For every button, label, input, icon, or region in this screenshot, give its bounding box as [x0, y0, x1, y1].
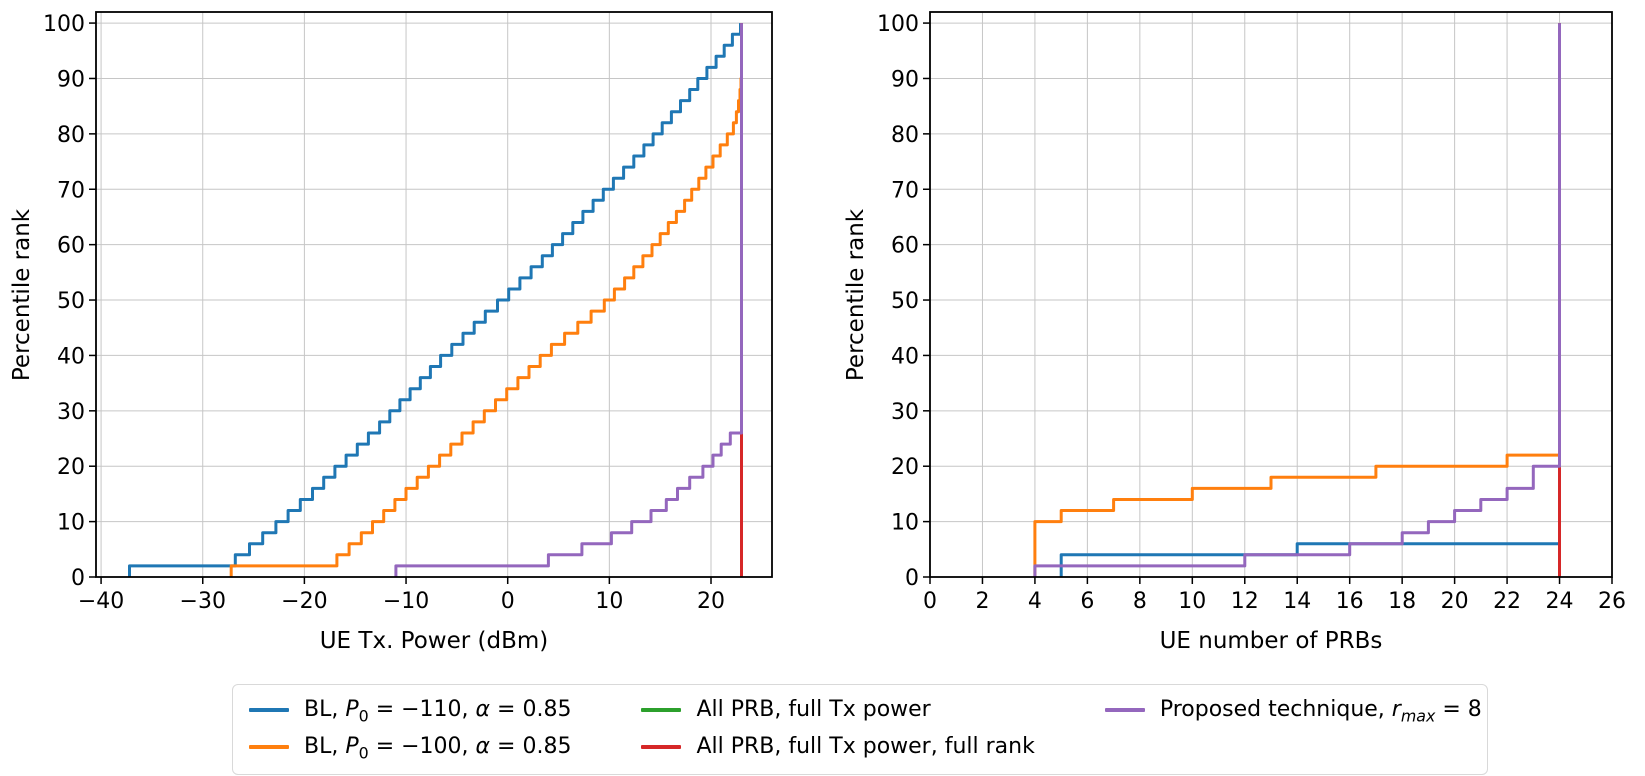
y-tick-label: 70	[891, 178, 919, 203]
legend-label: BL, P0 = −100, α = 0.85	[304, 734, 572, 763]
y-tick-label: 40	[57, 344, 85, 369]
cdf-plots-canvas: −40 −30 −20 −10 0 10 2001020304050607080901000…	[43, 11, 1626, 614]
series-bl-p0-100	[229, 23, 743, 577]
x-tick-label: 14	[1283, 589, 1311, 614]
x-tick-label: 2	[975, 589, 989, 614]
legend-line-swatch	[249, 708, 289, 712]
ticks: 0 2 4 6 8 10 12 14 16 18 20 22 24 2601020304050607080…	[877, 12, 1626, 614]
y-tick-label: 20	[891, 455, 919, 480]
y-tick-label: 50	[891, 289, 919, 314]
x-tick-label: 10	[595, 589, 623, 614]
legend-line-swatch	[1104, 708, 1145, 712]
x-tick-label: 20	[697, 589, 725, 614]
x-tick-label: 24	[1546, 589, 1574, 614]
y-tick-label: 20	[57, 455, 85, 480]
series-proposed-technique	[1033, 23, 1561, 577]
x-tick-label: 0	[501, 589, 515, 614]
legend: BL, P0 = −110, α = 0.85 BL, P0 = −100, α …	[232, 684, 1488, 775]
legend-item-bl-p0-100: BL, P0 = −100, α = 0.85	[249, 732, 571, 762]
y-tick-label: 70	[57, 178, 85, 203]
plot-prbs: 0 2 4 6 8 10 12 14 16 18 20 22 24 2601020304050607080…	[877, 11, 1626, 614]
x-tick-label: 16	[1336, 589, 1364, 614]
y-tick-label: 60	[891, 234, 919, 259]
x-tick-label: 20	[1441, 589, 1469, 614]
x-tick-label: −20	[281, 589, 327, 614]
x-tick-label: −30	[180, 589, 226, 614]
x-tick-label: 6	[1080, 589, 1094, 614]
y-tick-label: 30	[57, 400, 85, 425]
series-bl-p0-100	[1033, 23, 1561, 577]
legend-column: All PRB, full Tx power All PRB, full Tx p…	[641, 695, 1035, 762]
y-tick-label: 0	[905, 566, 919, 591]
legend-label: BL, P0 = −110, α = 0.85	[304, 697, 572, 726]
legend-label: All PRB, full Tx power, full rank	[696, 734, 1035, 759]
x-tick-label: −40	[78, 589, 124, 614]
y-tick-label: 90	[891, 67, 919, 92]
legend-label: All PRB, full Tx power	[696, 697, 931, 722]
legend-item-proposed-technique: Proposed technique, rmax = 8	[1104, 695, 1482, 726]
plot-tx-power: −40 −30 −20 −10 0 10 20 0 10 20 30 40 50 60 70 80 90 100	[43, 11, 773, 614]
y-tick-label: 60	[57, 234, 85, 259]
gridlines	[929, 12, 1613, 578]
legend-item-all-prb-full-tx-full-rank: All PRB, full Tx power, full rank	[641, 732, 1035, 762]
y-tick-label: 100	[877, 12, 919, 37]
y-tick-label: 90	[57, 67, 85, 92]
axes-frame	[95, 11, 773, 578]
axes-frame	[929, 11, 1613, 578]
gridlines	[96, 12, 772, 578]
x-tick-label: 12	[1231, 589, 1259, 614]
legend-line-swatch	[641, 745, 682, 749]
y-tick-label: 10	[57, 511, 85, 536]
x-tick-label: −10	[383, 589, 429, 614]
y-tick-label: 40	[891, 344, 919, 369]
y-tick-label: 30	[891, 400, 919, 425]
x-tick-label: 22	[1493, 589, 1521, 614]
legend-line-swatch	[641, 708, 682, 712]
y-tick-label: 100	[43, 12, 85, 37]
legend-column: BL, P0 = −110, α = 0.85 BL, P0 = −100, α …	[249, 695, 571, 762]
x-tick-label: 18	[1388, 589, 1416, 614]
xlabel-tx-power: UE Tx. Power (dBm)	[319, 628, 549, 654]
y-tick-label: 0	[71, 566, 85, 591]
xlabel-prbs: UE number of PRBs	[1159, 628, 1383, 654]
x-tick-label: 8	[1133, 589, 1147, 614]
ylabel-right: Percentile rank	[843, 208, 869, 382]
legend-column: Proposed technique, rmax = 8	[1104, 695, 1482, 726]
x-tick-label: 4	[1028, 589, 1042, 614]
legend-label: Proposed technique, rmax = 8	[1159, 697, 1482, 726]
y-tick-label: 80	[57, 123, 85, 148]
legend-line-swatch	[249, 745, 289, 749]
y-tick-label: 10	[891, 511, 919, 536]
legend-item-bl-p0-110: BL, P0 = −110, α = 0.85	[249, 695, 571, 725]
legend-item-all-prb-full-tx: All PRB, full Tx power	[641, 695, 1034, 725]
x-tick-label: 0	[923, 589, 937, 614]
y-tick-label: 80	[891, 123, 919, 148]
y-tick-label: 50	[57, 289, 85, 314]
ticks: −40 −30 −20 −10 0 10 20 0 10 20 30 40 50 60 70 80 90 100	[43, 12, 725, 614]
x-tick-label: 26	[1598, 589, 1626, 614]
x-tick-label: 10	[1178, 589, 1206, 614]
series-proposed-technique	[394, 23, 743, 577]
ylabel-left: Percentile rank	[9, 208, 35, 382]
series-bl-p0-110	[128, 23, 742, 577]
